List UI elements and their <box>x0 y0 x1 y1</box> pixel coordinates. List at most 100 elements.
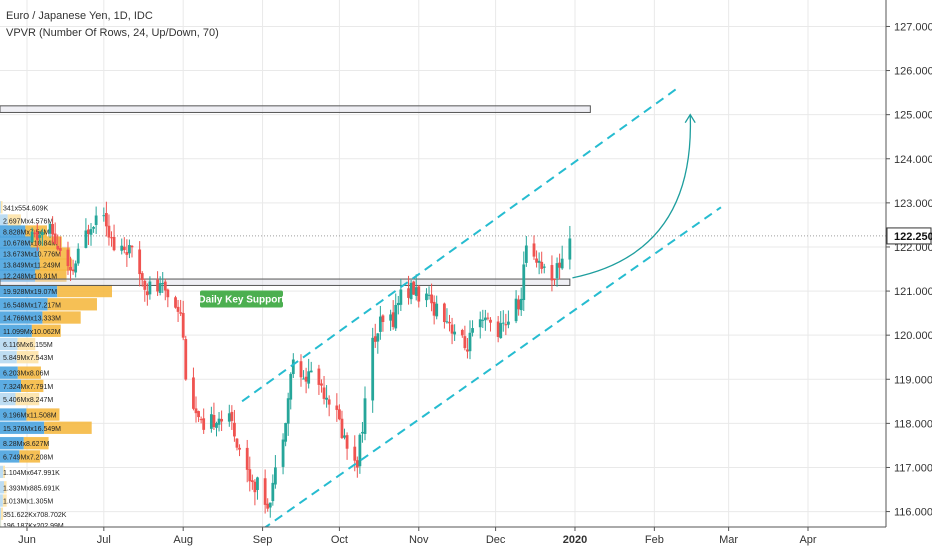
vp-row-label: 13.673Mx10.776M <box>3 252 61 259</box>
symbol-title[interactable]: Euro / Japanese Yen, 1D, IDC <box>6 10 153 22</box>
drawings <box>241 87 722 531</box>
candle <box>550 255 554 292</box>
candle <box>284 422 288 447</box>
candle-body <box>230 411 234 421</box>
candle <box>87 224 90 245</box>
candle <box>537 252 541 275</box>
candle <box>271 474 275 506</box>
vp-row-label: 6.749Mx7.208M <box>3 454 53 461</box>
candle <box>40 228 44 246</box>
candle <box>233 409 236 442</box>
vp-up-bar <box>0 481 4 494</box>
candle <box>194 396 198 423</box>
candle-body <box>322 387 326 399</box>
candle-body <box>309 370 313 373</box>
candle <box>430 283 433 312</box>
candle-body <box>161 282 165 284</box>
candle <box>84 218 88 249</box>
candle-body <box>92 227 95 229</box>
candle-body <box>156 279 159 292</box>
candle-body <box>102 215 106 217</box>
candle <box>445 308 449 324</box>
volume-profile-row: 196.187Kx202.99M <box>0 518 64 531</box>
time-tick-label: Mar <box>719 534 738 546</box>
price-axis[interactable]: 116.000 117.000 118.000 119.000 120.000 121.0… <box>885 0 932 550</box>
candle <box>38 230 42 244</box>
vp-row-label: 5.849Mx7.543M <box>3 355 53 362</box>
candle-body <box>250 480 254 483</box>
candle <box>299 354 303 387</box>
candle <box>504 313 508 336</box>
time-tick-label: Nov <box>409 534 429 546</box>
candle-body <box>194 408 198 414</box>
price-tick-label: 124.000 <box>894 154 932 166</box>
price-tick-label: 121.000 <box>894 286 932 298</box>
candle <box>468 320 472 360</box>
candle <box>309 361 313 373</box>
vp-down-bar <box>44 421 92 434</box>
vp-up-bar <box>0 450 20 463</box>
candle-body <box>84 230 88 248</box>
candle-body <box>396 302 400 306</box>
vp-down-bar <box>0 518 2 531</box>
vp-row-label: 196.187Kx202.99M <box>3 523 64 530</box>
candle <box>104 201 108 237</box>
candle-body <box>460 330 464 336</box>
candle <box>281 433 285 475</box>
candle <box>425 288 428 308</box>
vp-down-bar <box>39 258 73 271</box>
candle-body <box>504 324 508 326</box>
vp-down-bar <box>21 379 44 393</box>
candle-body <box>483 317 487 321</box>
candle-body <box>448 321 451 324</box>
candle-body <box>38 234 42 238</box>
vp-row-label: 16.548Mx17.217M <box>3 302 61 309</box>
candle <box>343 428 346 440</box>
candle-body <box>389 314 393 321</box>
vp-row-label: 5.406Mx8.247M <box>3 397 53 404</box>
vp-down-bar <box>26 408 60 421</box>
candle-body <box>299 361 303 378</box>
candle-body <box>361 431 364 434</box>
vp-down-bar <box>31 324 61 337</box>
candle-body <box>51 224 55 235</box>
candle-body <box>394 304 398 329</box>
candle-body <box>338 409 341 420</box>
candle <box>130 245 134 258</box>
candle-body <box>425 293 428 301</box>
candle <box>463 325 467 351</box>
candle <box>192 367 195 411</box>
candle <box>158 276 162 296</box>
indicator-title[interactable]: VPVR (Number Of Rows, 24, Up/Down, 70) <box>6 27 219 39</box>
support-label: Daily Key Support <box>198 294 285 305</box>
candle-body <box>376 333 380 342</box>
candle-body <box>53 233 57 245</box>
candle-body <box>532 243 536 257</box>
candle-body <box>302 378 305 380</box>
vp-up-bar <box>0 258 40 271</box>
volume-profile-row: 14.766Mx13.333M <box>0 311 81 324</box>
candle-body <box>184 339 188 380</box>
volume-profile-row: 5.849Mx7.543M <box>0 351 53 364</box>
candle <box>128 239 131 259</box>
candle <box>560 245 564 270</box>
candle-body <box>143 280 147 290</box>
candle-body <box>56 245 60 250</box>
candle <box>53 222 57 245</box>
candle-body <box>140 273 144 280</box>
channel-lower-line <box>262 206 722 531</box>
time-axis[interactable]: Jun Jul Aug Sep Oct Nov Dec 2020 Feb Mar Apr <box>0 526 886 550</box>
candle-body <box>391 312 395 327</box>
vp-row-label: 8.28Mx8.627M <box>3 441 49 448</box>
volume-profile-row: 6.203Mx8.06M <box>0 366 49 379</box>
candle <box>148 276 152 300</box>
time-tick-label: Oct <box>331 534 348 546</box>
candle-body <box>281 439 285 467</box>
vp-row-label: 14.766Mx13.333M <box>3 316 61 323</box>
candle-body <box>524 245 528 263</box>
candle <box>184 335 188 381</box>
candle <box>248 456 252 492</box>
time-tick-label: Feb <box>645 534 664 546</box>
volume-profile-row: 1.104Mx647.991K <box>0 465 60 479</box>
